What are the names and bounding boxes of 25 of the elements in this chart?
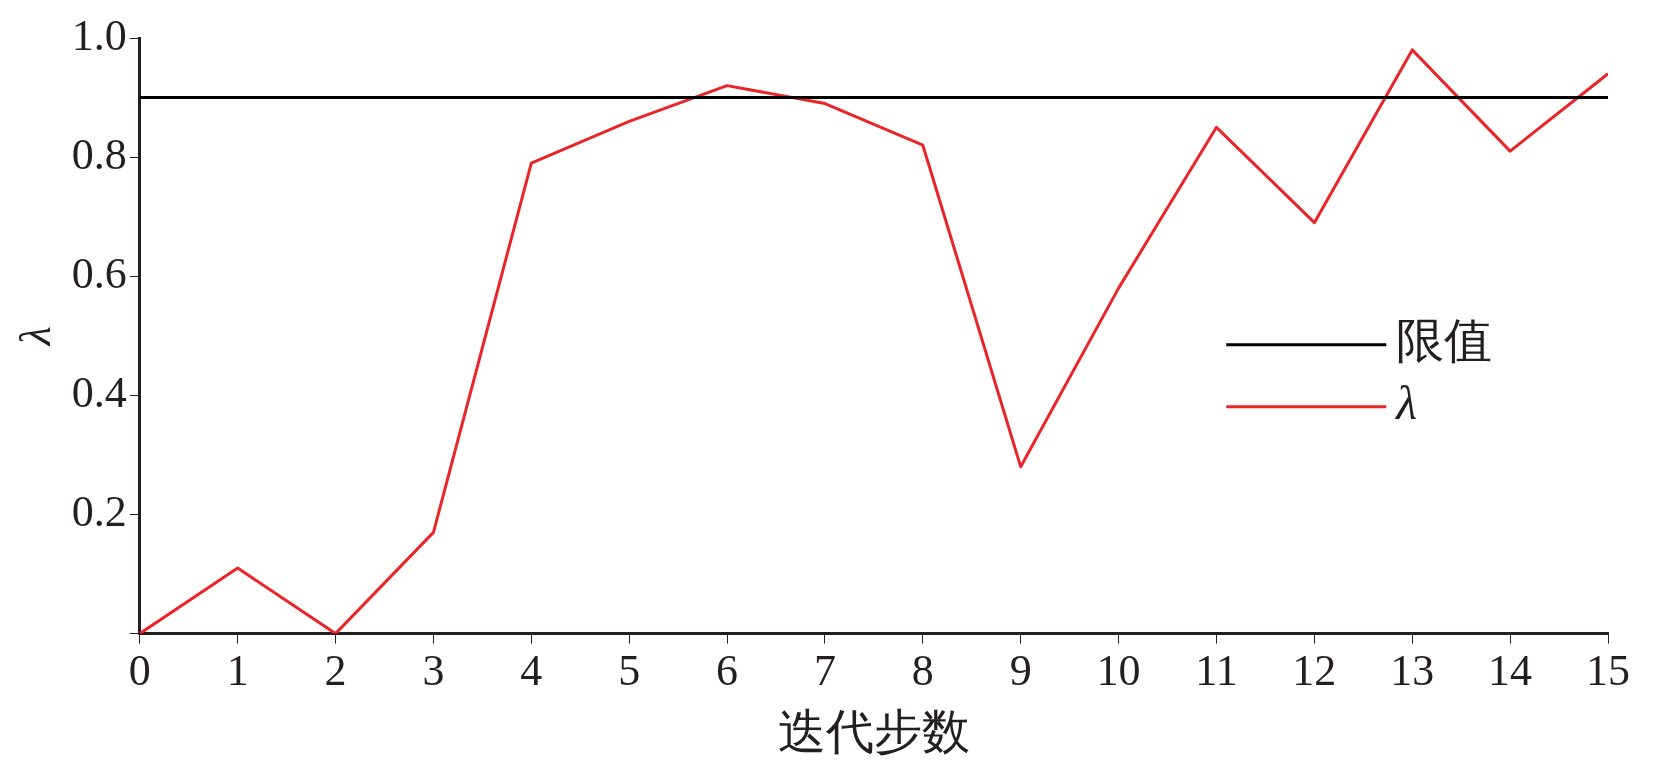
- x-tick-label: 8: [911, 645, 934, 695]
- x-tick-label: 9: [1009, 645, 1032, 695]
- x-tick-label: 5: [618, 645, 641, 695]
- x-tick-label: 12: [1292, 645, 1337, 695]
- y-axis-title: λ: [10, 326, 60, 348]
- x-tick-label: 3: [422, 645, 445, 695]
- x-tick-label: 6: [716, 645, 739, 695]
- x-tick-label: 4: [520, 645, 543, 695]
- legend-label: 限值: [1396, 314, 1493, 368]
- y-tick-label: 0.4: [71, 367, 127, 417]
- x-tick-label: 10: [1096, 645, 1141, 695]
- x-tick-label: 7: [813, 645, 836, 695]
- legend-label: λ: [1394, 376, 1418, 430]
- x-tick-label: 14: [1488, 645, 1533, 695]
- y-tick-label: 0.2: [71, 487, 127, 537]
- y-tick-label: 0.8: [71, 129, 127, 179]
- x-tick-label: 13: [1390, 645, 1435, 695]
- y-tick-label: 1.0: [71, 10, 127, 60]
- x-tick-label: 0: [128, 645, 151, 695]
- x-tick-label: 15: [1586, 645, 1630, 695]
- x-tick-label: 1: [226, 645, 249, 695]
- y-tick-label: 0.6: [71, 248, 127, 298]
- x-tick-label: 2: [324, 645, 347, 695]
- x-tick-label: 11: [1195, 645, 1238, 695]
- x-axis-title: 迭代步数: [777, 704, 970, 758]
